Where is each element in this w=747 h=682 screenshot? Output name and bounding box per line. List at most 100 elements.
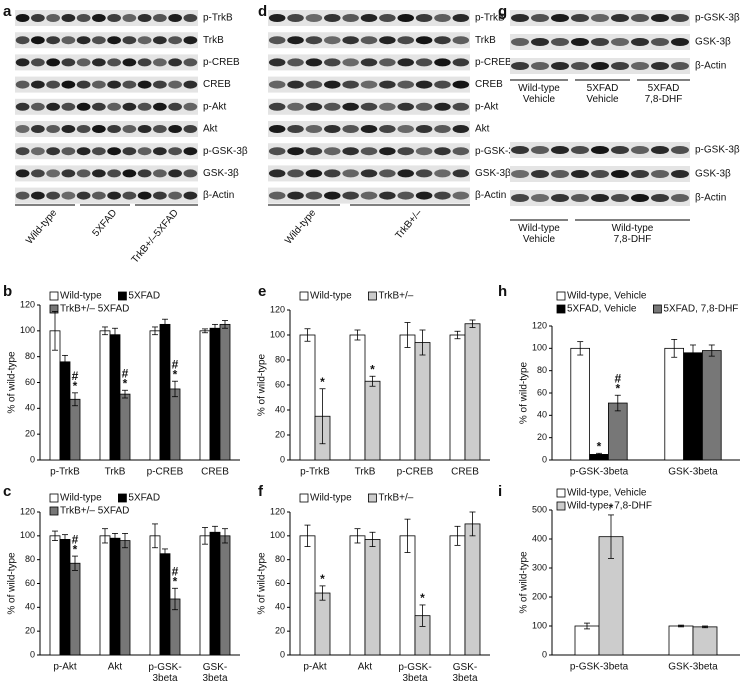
blot-band bbox=[452, 169, 470, 178]
blot-band bbox=[137, 14, 152, 22]
blot-band bbox=[31, 191, 45, 200]
blot-band bbox=[61, 125, 76, 133]
blot-band bbox=[611, 194, 629, 202]
blot-band bbox=[397, 80, 414, 89]
error-bar bbox=[112, 327, 118, 342]
y-tick-label: 100 bbox=[532, 343, 547, 353]
blot-band bbox=[531, 146, 549, 154]
y-tick-label: 60 bbox=[537, 387, 547, 397]
significance-label: # bbox=[72, 532, 79, 546]
bar bbox=[702, 350, 722, 461]
error-bar bbox=[419, 604, 426, 627]
blot-band bbox=[183, 191, 198, 200]
blot-band bbox=[452, 36, 470, 45]
blot-band bbox=[31, 58, 45, 67]
error-bar bbox=[52, 530, 58, 541]
error-bar bbox=[52, 311, 58, 351]
y-tick-label: 80 bbox=[25, 351, 35, 361]
y-tick-label: 40 bbox=[275, 404, 285, 414]
error-bar bbox=[584, 622, 590, 630]
blot-band bbox=[434, 36, 451, 45]
blot-strip bbox=[15, 32, 198, 49]
bar bbox=[668, 625, 694, 656]
error-bar bbox=[614, 394, 621, 412]
error-bar bbox=[222, 528, 228, 544]
legend-swatch bbox=[367, 291, 377, 301]
blot-band bbox=[511, 194, 529, 202]
significance-label: * bbox=[320, 375, 325, 389]
y-tick-label: 60 bbox=[275, 578, 285, 588]
bar bbox=[349, 535, 366, 656]
blot-band bbox=[168, 125, 182, 133]
error-bar bbox=[72, 392, 78, 407]
blot-row-label: β-Actin bbox=[695, 61, 726, 72]
y-tick-label: 20 bbox=[275, 429, 285, 439]
blot-band bbox=[46, 36, 60, 45]
blot-band bbox=[342, 58, 359, 67]
blot-band bbox=[107, 102, 121, 111]
error-bar bbox=[608, 514, 614, 559]
blot-band bbox=[137, 80, 152, 89]
blot-strip bbox=[15, 187, 198, 204]
error-bar bbox=[319, 388, 326, 445]
blot-band bbox=[360, 14, 378, 22]
bar bbox=[574, 625, 600, 656]
y-axis-label: % of wild-type bbox=[7, 552, 18, 615]
y-tick-label: 200 bbox=[532, 591, 547, 601]
blot-band bbox=[379, 147, 396, 156]
error-bar bbox=[152, 326, 158, 336]
blot-band bbox=[531, 14, 549, 22]
blot-band bbox=[531, 38, 549, 46]
blot-strip bbox=[15, 76, 198, 93]
blot-band bbox=[651, 62, 669, 70]
bar bbox=[169, 388, 181, 461]
x-tick-label: p-Akt bbox=[303, 662, 327, 673]
blot-row-label: p-CREB bbox=[475, 57, 512, 68]
y-tick-label: 300 bbox=[532, 562, 547, 572]
bar bbox=[299, 334, 316, 461]
error-bar bbox=[222, 320, 228, 329]
blot-band bbox=[631, 62, 649, 70]
blot-band bbox=[591, 194, 609, 202]
blot-band bbox=[324, 36, 341, 45]
legend-label: 5XFAD bbox=[128, 291, 160, 302]
blot-band bbox=[631, 194, 649, 202]
significance-label: * bbox=[597, 439, 602, 453]
blot-band bbox=[360, 191, 378, 200]
blot-row-label: CREB bbox=[203, 79, 231, 90]
bar bbox=[209, 327, 221, 461]
blot-band bbox=[107, 125, 121, 133]
blot-strip bbox=[15, 54, 198, 71]
blot-band bbox=[631, 146, 649, 154]
group-label: 5XFAD bbox=[91, 208, 120, 239]
x-tick-label: CREB bbox=[451, 467, 479, 478]
blot-band bbox=[397, 191, 414, 200]
blot-band bbox=[671, 194, 689, 202]
bar bbox=[109, 537, 121, 656]
blot-band bbox=[153, 36, 167, 45]
blot-row-label: TrkB bbox=[475, 35, 496, 46]
blot-band bbox=[434, 58, 451, 67]
bar bbox=[464, 523, 481, 656]
y-tick-label: 120 bbox=[20, 299, 35, 309]
x-tick-label: p-CREB bbox=[147, 467, 184, 478]
blot-band bbox=[15, 58, 30, 67]
y-tick-label: 100 bbox=[270, 329, 285, 339]
blot-band bbox=[631, 14, 649, 22]
blot-band bbox=[342, 14, 359, 22]
legend-swatch bbox=[118, 291, 127, 301]
error-bar bbox=[162, 318, 168, 330]
significance-label: * bbox=[123, 376, 128, 390]
y-tick-label: 60 bbox=[25, 578, 35, 588]
blot-band bbox=[107, 14, 121, 22]
blot-band bbox=[591, 170, 609, 178]
blot-band bbox=[153, 58, 167, 67]
significance-label: * bbox=[615, 381, 620, 395]
y-tick-label: 400 bbox=[532, 533, 547, 543]
blot-band bbox=[153, 191, 167, 200]
blot-band bbox=[168, 80, 182, 89]
blot-band bbox=[551, 194, 569, 202]
blot-band bbox=[415, 102, 433, 111]
blot-strip bbox=[15, 165, 198, 182]
bar bbox=[692, 626, 718, 656]
